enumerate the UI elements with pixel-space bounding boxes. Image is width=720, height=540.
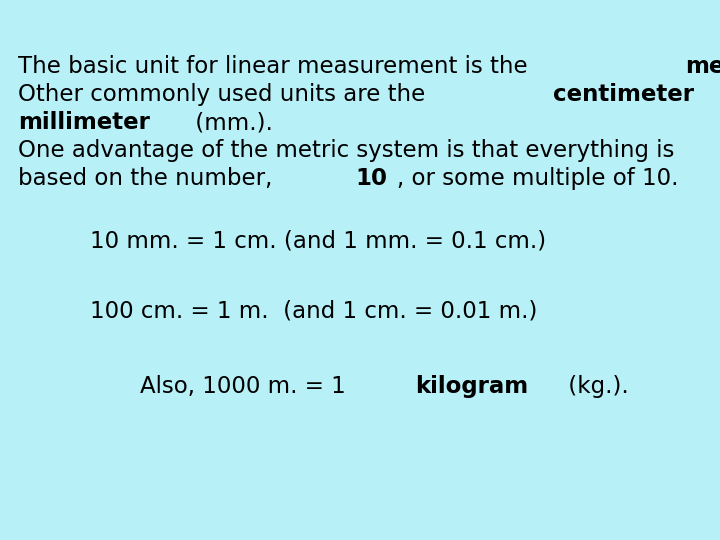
Text: Also, 1000 m. = 1: Also, 1000 m. = 1 bbox=[140, 375, 353, 398]
Text: based on the number,: based on the number, bbox=[18, 167, 279, 190]
Text: The basic unit for linear measurement is the: The basic unit for linear measurement is… bbox=[18, 55, 535, 78]
Text: kilogram: kilogram bbox=[415, 375, 528, 398]
Text: 10 mm. = 1 cm. (and 1 mm. = 0.1 cm.): 10 mm. = 1 cm. (and 1 mm. = 0.1 cm.) bbox=[90, 230, 546, 253]
Text: (kg.).: (kg.). bbox=[561, 375, 629, 398]
Text: centimeter: centimeter bbox=[553, 83, 694, 106]
Text: Other commonly used units are the: Other commonly used units are the bbox=[18, 83, 433, 106]
Text: millimeter: millimeter bbox=[18, 111, 150, 134]
Text: One advantage of the metric system is that everything is: One advantage of the metric system is th… bbox=[18, 139, 675, 162]
Text: 100 cm. = 1 m.  (and 1 cm. = 0.01 m.): 100 cm. = 1 m. (and 1 cm. = 0.01 m.) bbox=[90, 300, 537, 323]
Text: (mm.).: (mm.). bbox=[188, 111, 273, 134]
Text: , or some multiple of 10.: , or some multiple of 10. bbox=[397, 167, 678, 190]
Text: 10: 10 bbox=[356, 167, 387, 190]
Text: meter: meter bbox=[685, 55, 720, 78]
